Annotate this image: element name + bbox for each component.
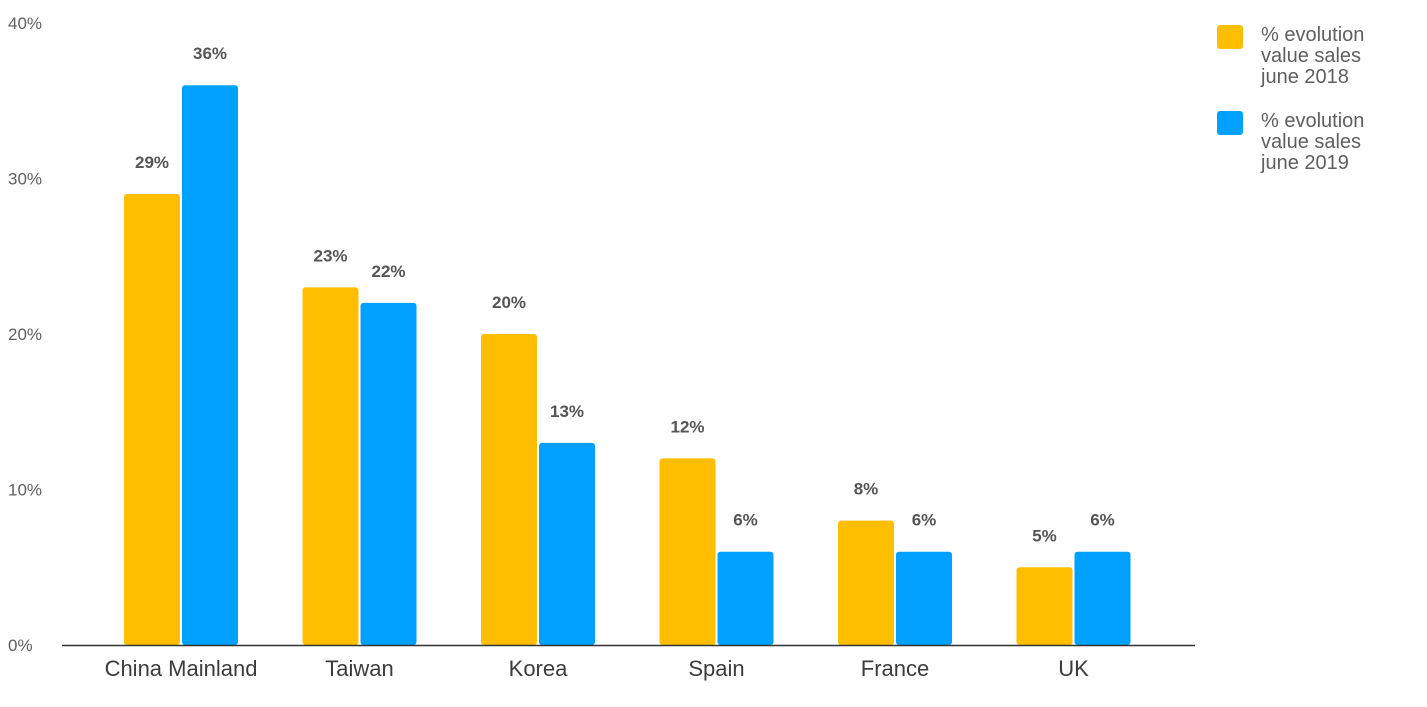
data-label: 8% (854, 480, 879, 499)
y-tick-label: 20% (8, 325, 42, 344)
bars (124, 85, 1131, 646)
bar-2018 (481, 334, 537, 645)
y-tick-label: 0% (8, 636, 33, 655)
data-label: 6% (912, 511, 937, 530)
bar-2018 (838, 520, 894, 645)
x-tick-label: Taiwan (325, 656, 393, 681)
legend-item-2018: % evolution value sales june 2018 (1217, 24, 1364, 88)
data-label: 5% (1032, 526, 1057, 545)
bar-2019 (1074, 551, 1131, 645)
bar-2019 (182, 85, 238, 645)
legend-swatch (1217, 111, 1243, 135)
data-label: 12% (670, 417, 704, 436)
data-label: 29% (135, 153, 169, 172)
x-axis: China Mainland Taiwan Korea Spain France UK (105, 656, 1090, 681)
y-tick-label: 10% (8, 481, 42, 500)
x-tick-label: Spain (688, 656, 744, 681)
bar-2019 (539, 442, 595, 645)
x-tick-label: UK (1058, 656, 1089, 681)
legend-swatch (1217, 25, 1243, 49)
data-label: 13% (550, 402, 584, 421)
x-tick-label: China Mainland (105, 656, 258, 681)
y-tick-label: 30% (8, 170, 42, 189)
data-labels: 29% 36% 23% 22% 20% 13% 12% 6% 8% 6% 5% 6% (135, 44, 1115, 545)
legend: % evolution value sales june 2018 % evoluti… (1217, 24, 1364, 174)
bar-2019 (717, 551, 774, 645)
y-tick-label: 40% (8, 14, 42, 33)
bar-2019 (360, 302, 417, 645)
data-label: 23% (313, 246, 347, 265)
data-label: 6% (733, 511, 758, 530)
bar-2019 (896, 551, 952, 645)
y-axis: 0% 10% 20% 30% 40% (8, 14, 42, 655)
x-tick-label: France (861, 656, 929, 681)
legend-label: % evolution value sales june 2019 (1260, 110, 1364, 174)
data-label: 6% (1090, 511, 1115, 530)
x-tick-label: Korea (509, 656, 568, 681)
legend-item-2019: % evolution value sales june 2019 (1217, 110, 1364, 174)
legend-label: % evolution value sales june 2018 (1260, 24, 1364, 88)
bar-2018 (659, 458, 716, 645)
data-label: 36% (193, 44, 227, 63)
data-label: 22% (371, 262, 405, 281)
bar-2018 (302, 287, 359, 645)
bar-2018 (124, 194, 180, 646)
bar-2018 (1016, 567, 1073, 645)
data-label: 20% (492, 293, 526, 312)
